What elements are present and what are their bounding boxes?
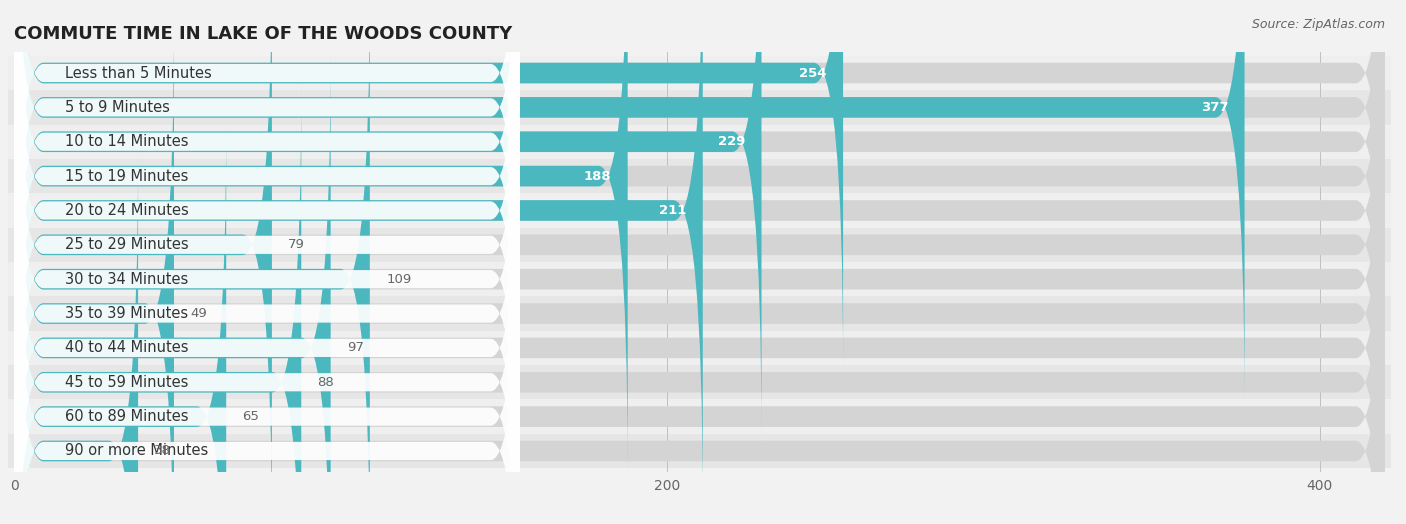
Text: Less than 5 Minutes: Less than 5 Minutes [65,66,211,81]
FancyBboxPatch shape [14,0,627,475]
FancyBboxPatch shape [14,0,844,372]
Text: 38: 38 [155,444,172,457]
FancyBboxPatch shape [14,152,138,524]
FancyBboxPatch shape [7,125,1392,159]
FancyBboxPatch shape [7,159,1392,193]
Text: 254: 254 [799,67,827,80]
Text: Source: ZipAtlas.com: Source: ZipAtlas.com [1251,18,1385,31]
Text: 97: 97 [347,342,364,354]
FancyBboxPatch shape [7,227,1392,262]
FancyBboxPatch shape [14,0,520,524]
FancyBboxPatch shape [14,14,520,524]
FancyBboxPatch shape [14,0,1385,372]
Text: 188: 188 [583,170,612,182]
FancyBboxPatch shape [14,0,520,476]
Text: 35 to 39 Minutes: 35 to 39 Minutes [65,306,188,321]
FancyBboxPatch shape [14,0,520,408]
Text: 109: 109 [387,272,412,286]
FancyBboxPatch shape [14,0,1385,509]
Text: 25 to 29 Minutes: 25 to 29 Minutes [65,237,188,253]
FancyBboxPatch shape [14,0,370,524]
Text: 30 to 34 Minutes: 30 to 34 Minutes [65,271,188,287]
FancyBboxPatch shape [14,83,301,524]
Text: 20 to 24 Minutes: 20 to 24 Minutes [65,203,188,218]
Text: 90 or more Minutes: 90 or more Minutes [65,443,208,458]
FancyBboxPatch shape [7,331,1392,365]
FancyBboxPatch shape [14,0,1385,406]
Text: 60 to 89 Minutes: 60 to 89 Minutes [65,409,188,424]
Text: 65: 65 [243,410,260,423]
FancyBboxPatch shape [14,0,271,524]
Text: 229: 229 [718,135,745,148]
FancyBboxPatch shape [14,82,520,524]
Text: 15 to 19 Minutes: 15 to 19 Minutes [65,169,188,183]
FancyBboxPatch shape [14,49,1385,524]
FancyBboxPatch shape [7,56,1392,90]
Text: COMMUTE TIME IN LAKE OF THE WOODS COUNTY: COMMUTE TIME IN LAKE OF THE WOODS COUNTY [14,25,512,42]
FancyBboxPatch shape [14,0,1385,524]
FancyBboxPatch shape [14,0,762,441]
FancyBboxPatch shape [14,152,1385,524]
FancyBboxPatch shape [14,0,1385,441]
Text: 5 to 9 Minutes: 5 to 9 Minutes [65,100,170,115]
FancyBboxPatch shape [14,83,1385,524]
Text: 49: 49 [190,307,207,320]
FancyBboxPatch shape [14,0,520,373]
FancyBboxPatch shape [7,193,1392,227]
Text: 40 to 44 Minutes: 40 to 44 Minutes [65,341,188,355]
FancyBboxPatch shape [14,0,1385,475]
Text: 211: 211 [659,204,686,217]
FancyBboxPatch shape [14,15,1385,524]
FancyBboxPatch shape [14,151,520,524]
FancyBboxPatch shape [14,0,520,510]
FancyBboxPatch shape [14,0,703,509]
FancyBboxPatch shape [7,399,1392,434]
FancyBboxPatch shape [14,118,1385,524]
FancyBboxPatch shape [7,90,1392,125]
FancyBboxPatch shape [14,0,520,524]
FancyBboxPatch shape [14,0,1244,406]
FancyBboxPatch shape [14,0,520,442]
FancyBboxPatch shape [7,365,1392,399]
Text: 88: 88 [318,376,335,389]
FancyBboxPatch shape [14,48,520,524]
FancyBboxPatch shape [14,0,1385,524]
FancyBboxPatch shape [7,434,1392,468]
FancyBboxPatch shape [7,297,1392,331]
Text: 377: 377 [1201,101,1229,114]
Text: 45 to 59 Minutes: 45 to 59 Minutes [65,375,188,390]
Text: 79: 79 [288,238,305,252]
FancyBboxPatch shape [14,118,226,524]
FancyBboxPatch shape [14,15,174,524]
FancyBboxPatch shape [7,262,1392,297]
FancyBboxPatch shape [14,116,520,524]
FancyBboxPatch shape [14,49,330,524]
Text: 10 to 14 Minutes: 10 to 14 Minutes [65,134,188,149]
